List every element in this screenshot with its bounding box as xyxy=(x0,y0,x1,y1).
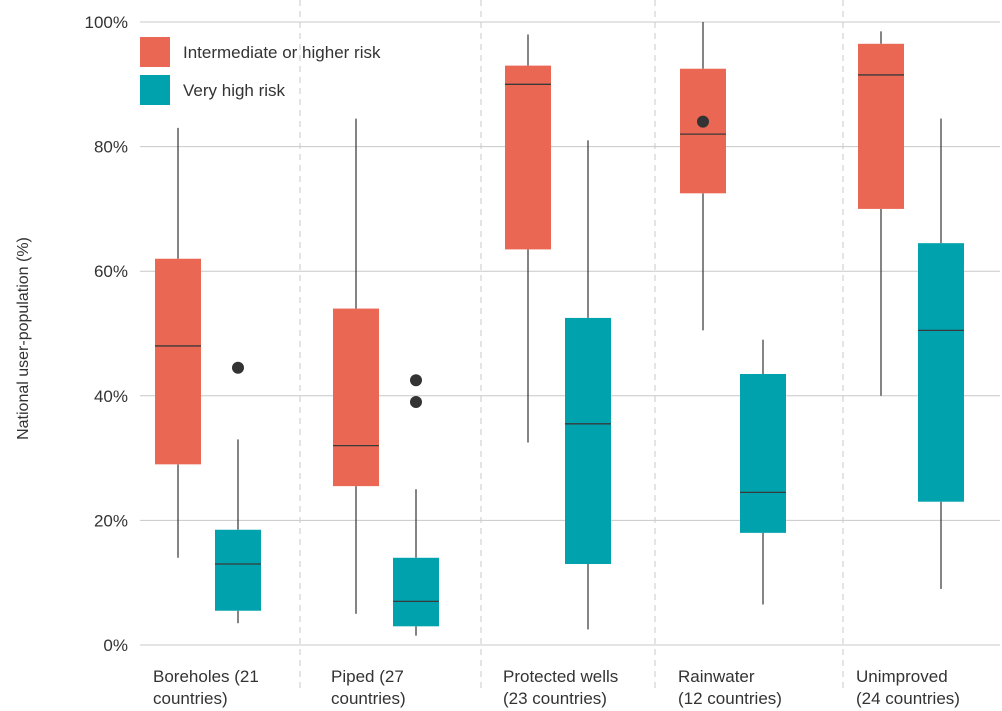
y-tick-label: 0% xyxy=(103,636,128,655)
box-iqr xyxy=(740,373,786,533)
outlier-point xyxy=(410,396,422,409)
legend-label: Very high risk xyxy=(183,81,286,100)
box-1-1 xyxy=(393,374,439,636)
box-0-4 xyxy=(858,31,904,396)
box-iqr xyxy=(215,529,261,611)
outlier-point xyxy=(697,115,709,128)
box-1-3 xyxy=(740,339,786,605)
legend-label: Intermediate or higher risk xyxy=(183,43,381,62)
box-iqr xyxy=(393,557,439,627)
box-iqr xyxy=(155,258,201,465)
category-label: (12 countries) xyxy=(678,689,782,708)
category-label: countries) xyxy=(153,689,228,708)
outlier-point xyxy=(410,374,422,387)
category-label: countries) xyxy=(331,689,406,708)
box-1-4 xyxy=(918,118,964,589)
outlier-point xyxy=(232,361,244,374)
category-label: (24 countries) xyxy=(856,689,960,708)
box-1-2 xyxy=(565,140,611,630)
box-0-0 xyxy=(155,127,201,558)
box-0-1 xyxy=(333,118,379,614)
box-iqr xyxy=(333,308,379,487)
category-label: Protected wells xyxy=(503,667,618,686)
box-1-0 xyxy=(215,361,261,624)
category-label: Rainwater xyxy=(678,667,755,686)
box-0-3 xyxy=(680,22,726,331)
y-tick-label: 60% xyxy=(94,262,128,281)
box-iqr xyxy=(680,68,726,194)
category-label: (23 countries) xyxy=(503,689,607,708)
y-tick-label: 40% xyxy=(94,387,128,406)
category-label: Unimproved xyxy=(856,667,948,686)
category-label: Piped (27 xyxy=(331,667,404,686)
box-iqr xyxy=(918,243,964,502)
box-iqr xyxy=(858,43,904,209)
box-iqr xyxy=(505,65,551,250)
legend-swatch xyxy=(140,75,170,105)
box-iqr xyxy=(565,317,611,565)
legend-swatch xyxy=(140,37,170,67)
y-tick-label: 20% xyxy=(94,511,128,530)
y-tick-label: 100% xyxy=(85,13,128,32)
box-0-2 xyxy=(505,34,551,443)
y-axis-title: National user-population (%) xyxy=(15,237,32,440)
category-label: Boreholes (21 xyxy=(153,667,259,686)
y-tick-label: 80% xyxy=(94,138,128,157)
